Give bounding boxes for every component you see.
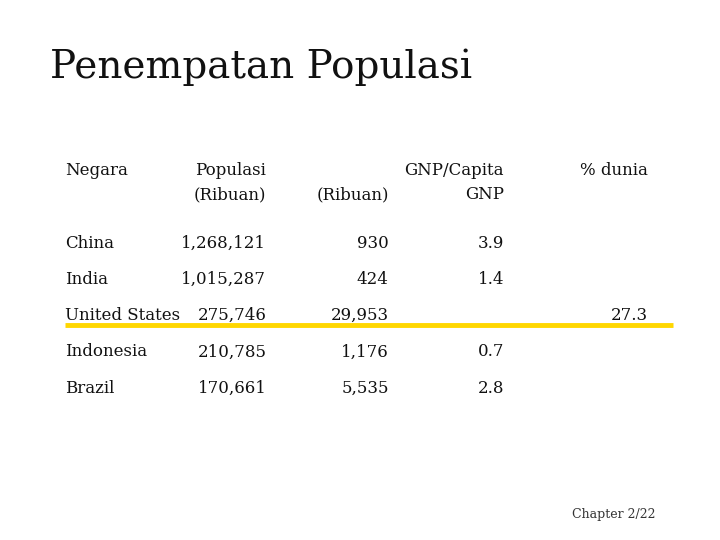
Text: Brazil: Brazil xyxy=(65,380,114,396)
Text: % dunia: % dunia xyxy=(580,162,648,179)
Text: 1,015,287: 1,015,287 xyxy=(181,271,266,288)
Text: 275,746: 275,746 xyxy=(197,307,266,324)
Text: 1,176: 1,176 xyxy=(341,343,389,360)
Text: 3.9: 3.9 xyxy=(477,235,504,252)
Text: 27.3: 27.3 xyxy=(611,307,648,324)
Text: 1.4: 1.4 xyxy=(477,271,504,288)
Text: China: China xyxy=(65,235,114,252)
Text: Negara: Negara xyxy=(65,162,127,179)
Text: GNP: GNP xyxy=(465,186,504,203)
Text: 930: 930 xyxy=(357,235,389,252)
Text: 29,953: 29,953 xyxy=(330,307,389,324)
Text: 2.8: 2.8 xyxy=(477,380,504,396)
Text: 170,661: 170,661 xyxy=(197,380,266,396)
Text: India: India xyxy=(65,271,108,288)
Text: 1,268,121: 1,268,121 xyxy=(181,235,266,252)
Text: Populasi: Populasi xyxy=(196,162,266,179)
Text: 210,785: 210,785 xyxy=(197,343,266,360)
Text: Chapter 2/22: Chapter 2/22 xyxy=(572,508,655,521)
Text: Penempatan Populasi: Penempatan Populasi xyxy=(50,49,472,86)
Text: 0.7: 0.7 xyxy=(477,343,504,360)
Text: 424: 424 xyxy=(357,271,389,288)
Text: GNP/Capita: GNP/Capita xyxy=(405,162,504,179)
Text: (Ribuan): (Ribuan) xyxy=(194,186,266,203)
Text: Indonesia: Indonesia xyxy=(65,343,147,360)
Text: United States: United States xyxy=(65,307,180,324)
Text: (Ribuan): (Ribuan) xyxy=(316,186,389,203)
Text: 5,535: 5,535 xyxy=(341,380,389,396)
